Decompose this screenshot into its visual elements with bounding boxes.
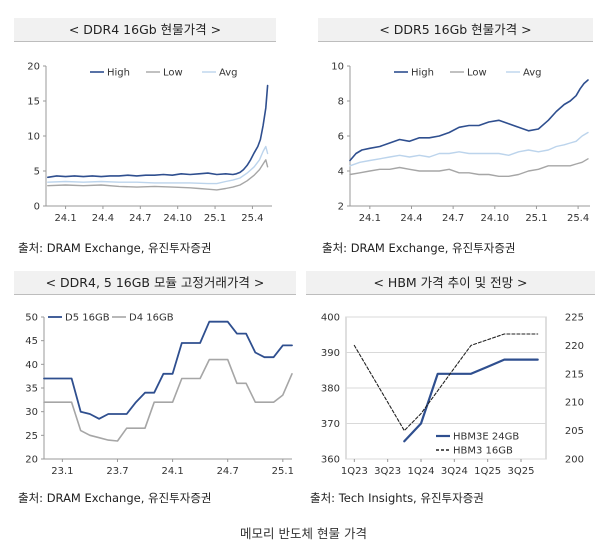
legend-label: Avg <box>523 68 542 79</box>
x-tick-label: 25.4 <box>567 213 589 224</box>
x-tick-label: 25.1 <box>272 466 294 477</box>
x-tick-label: 24.7 <box>442 213 464 224</box>
y2-tick-label: 205 <box>565 426 584 437</box>
series-line-avg <box>47 145 269 185</box>
x-tick-label: 25.1 <box>525 213 547 224</box>
x-tick-label: 24.7 <box>129 213 151 224</box>
legend-label: High <box>107 68 130 79</box>
y-tick-label: 370 <box>321 419 340 430</box>
x-tick-label: 24.4 <box>400 213 422 224</box>
x-tick-label: 24.1 <box>359 213 381 224</box>
legend-label: D4 16GB <box>129 313 174 324</box>
y-tick-label: 5 <box>34 167 40 178</box>
y-tick-label: 400 <box>321 313 340 324</box>
panel-hbm: < HBM 가격 추이 및 전망 > 360 370 380 390 400 200 205… <box>306 271 595 511</box>
chart-title: < DDR4, 5 16GB 모듈 고정거래가격 > <box>14 271 296 295</box>
series-line-hbm3e-24gb <box>403 358 539 443</box>
x-tick-label: 3Q24 <box>441 466 468 477</box>
x-tick-label: 3Q23 <box>374 466 401 477</box>
y-tick-label: 10 <box>331 62 344 73</box>
legend-label: High <box>411 68 434 79</box>
y-tick-label: 10 <box>27 132 40 143</box>
series-line-avg <box>349 131 589 167</box>
series-line-high <box>46 84 269 179</box>
series-line-high <box>349 79 589 162</box>
x-tick-label: 24.10 <box>163 213 192 224</box>
legend-label: HBM3 16GB <box>453 446 513 457</box>
y-tick-label: 15 <box>27 97 40 108</box>
x-tick-label: 24.1 <box>161 466 183 477</box>
panel-ddr4: < DDR4 16Gb 현물가격 > 0 5 10 15 20 24.1 24.4 24.7 2… <box>14 18 276 263</box>
chart-source: 출처: Tech Insights, 유진투자증권 <box>310 491 484 505</box>
chart-source: 출처: DRAM Exchange, 유진투자증권 <box>18 241 212 255</box>
x-tick-label: 24.4 <box>92 213 114 224</box>
y2-tick-label: 220 <box>565 341 584 352</box>
x-tick-label: 24.1 <box>54 213 76 224</box>
y-tick-label: 45 <box>25 336 38 347</box>
y-tick-label: 25 <box>25 431 38 442</box>
chart-source: 출처: DRAM Exchange, 유진투자증권 <box>18 491 212 505</box>
series-line-hbm3-16gb <box>353 333 539 432</box>
y-tick-label: 20 <box>25 455 38 466</box>
x-tick-label: 3Q25 <box>508 466 535 477</box>
x-tick-label: 1Q24 <box>408 466 435 477</box>
y-tick-label: 50 <box>25 313 38 324</box>
y-tick-label: 6 <box>338 132 344 143</box>
y-tick-label: 35 <box>25 384 38 395</box>
chart-ddr4: 0 5 10 15 20 24.1 24.4 24.7 24.10 25.1 25.4 High Low… <box>27 62 272 224</box>
legend-label: Low <box>467 68 487 79</box>
y-tick-label: 40 <box>25 360 38 371</box>
figure-caption: 메모리 반도체 현물 가격 <box>240 526 367 541</box>
chart-title: < DDR4 16Gb 현물가격 > <box>14 18 276 42</box>
x-tick-label: 1Q23 <box>341 466 368 477</box>
y-tick-label: 2 <box>338 202 344 213</box>
x-tick-label: 24.10 <box>480 213 509 224</box>
x-tick-label: 24.7 <box>217 466 239 477</box>
series-line-low <box>349 158 589 178</box>
chart-title: < HBM 가격 추이 및 전망 > <box>306 271 595 295</box>
x-tick-label: 23.7 <box>106 466 128 477</box>
panel-ddr5: < DDR5 16Gb 현물가격 > 2 4 6 8 10 24.1 24.4 24.7 24.… <box>318 18 593 263</box>
y-tick-label: 8 <box>338 97 344 108</box>
x-tick-label: 23.1 <box>51 466 73 477</box>
chart-source: 출처: DRAM Exchange, 유진투자증권 <box>322 241 516 255</box>
y2-tick-label: 210 <box>565 398 584 409</box>
chart-title: < DDR5 16Gb 현물가격 > <box>318 18 593 42</box>
y2-tick-label: 215 <box>565 369 584 380</box>
legend-label: HBM3E 24GB <box>453 432 519 443</box>
x-tick-label: 25.4 <box>241 213 263 224</box>
panel-module: < DDR4, 5 16GB 모듈 고정거래가격 > 20 25 30 35 40 45 5… <box>14 271 296 511</box>
legend-label: Avg <box>219 68 238 79</box>
y-tick-label: 360 <box>321 455 340 466</box>
x-tick-label: 1Q25 <box>474 466 501 477</box>
series-line-d5-16gb <box>43 320 293 420</box>
legend-label: D5 16GB <box>65 313 110 324</box>
series-line-d4-16gb <box>43 358 293 442</box>
y-tick-label: 390 <box>321 348 340 359</box>
chart-hbm: 360 370 380 390 400 200 205 210 215 220 225 1Q23 3Q2… <box>321 313 584 478</box>
chart-module: 20 25 30 35 40 45 50 23.1 23.7 24.1 24.7 25.1 D5 16G… <box>25 313 294 478</box>
y-tick-label: 380 <box>321 384 340 395</box>
y-tick-label: 20 <box>27 62 40 73</box>
y2-tick-label: 200 <box>565 455 584 466</box>
y2-tick-label: 225 <box>565 313 584 324</box>
chart-ddr5: 2 4 6 8 10 24.1 24.4 24.7 24.10 25.1 25.4 High Low Av… <box>331 62 590 224</box>
series-line-low <box>47 159 269 191</box>
legend-label: Low <box>163 68 183 79</box>
x-tick-label: 25.1 <box>204 213 226 224</box>
y-tick-label: 30 <box>25 407 38 418</box>
y-tick-label: 4 <box>338 167 344 178</box>
y-tick-label: 0 <box>34 202 40 213</box>
